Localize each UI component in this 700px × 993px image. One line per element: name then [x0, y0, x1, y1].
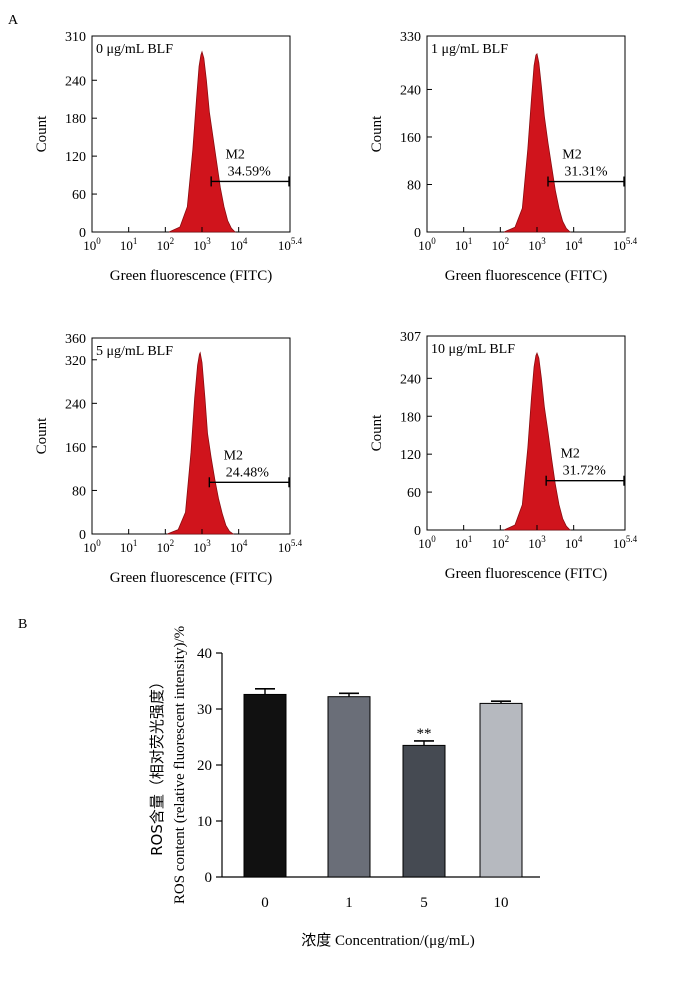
panel-title: 10 μg/mL BLF — [431, 342, 515, 357]
y-tick-label: 307 — [400, 330, 421, 345]
y-tick-label: 60 — [72, 188, 86, 203]
y-tick-label: 180 — [400, 410, 421, 425]
y-tick-label: 120 — [400, 448, 421, 463]
x-tick-label: 104 — [565, 534, 583, 551]
gate-name: M2 — [560, 447, 579, 462]
y-tick-label: 360 — [65, 332, 86, 347]
y-axis-label: Count — [369, 115, 385, 153]
x-tick-label: 103 — [193, 538, 211, 555]
panel-label-b: B — [18, 617, 27, 632]
histogram-2: 0 80 160 240 320 360 100 101 102 103 104 105.4 5 μg/… — [34, 332, 303, 586]
y-axis-label-en: ROS content (relative fluorescent intens… — [172, 626, 188, 904]
y-tick-label: 20 — [197, 758, 212, 774]
histogram-panels: 0 60 120 180 240 310 100 101 102 103 104 105.4 0 μg/… — [34, 30, 638, 586]
x-tick-label: 103 — [528, 534, 546, 551]
x-tick-label: 101 — [455, 534, 473, 551]
x-tick-label: 100 — [83, 538, 101, 555]
x-axis-label: Green fluorescence (FITC) — [445, 268, 607, 284]
histogram-area — [168, 50, 236, 233]
y-tick-label: 160 — [400, 131, 421, 146]
x-tick-label: 10 — [494, 895, 509, 911]
x-tick-label: 101 — [120, 236, 138, 253]
x-tick-label: 100 — [83, 236, 101, 253]
y-axis-label: Count — [369, 414, 385, 452]
x-tick-label: 104 — [230, 236, 248, 253]
x-tick-label: 105.4 — [278, 236, 303, 253]
x-axis-label: Green fluorescence (FITC) — [110, 268, 272, 284]
y-tick-label: 0 — [414, 524, 421, 539]
y-tick-label: 0 — [414, 226, 421, 241]
x-tick-label: 0 — [261, 895, 269, 911]
bar-0 — [243, 693, 287, 878]
y-tick-label: 240 — [400, 83, 421, 98]
x-tick-label: 103 — [193, 236, 211, 253]
histogram-area — [503, 52, 571, 233]
y-axis-label: Count — [34, 115, 50, 153]
panel-title: 1 μg/mL BLF — [431, 42, 508, 57]
x-tick-label: 105.4 — [613, 236, 638, 253]
x-tick-label: 101 — [120, 538, 138, 555]
y-tick-label: 80 — [72, 484, 86, 499]
gate-percent: 24.48% — [226, 465, 270, 480]
y-tick-label: 60 — [407, 486, 421, 501]
x-tick-label: 102 — [157, 538, 175, 555]
bar-10 — [479, 702, 523, 878]
x-tick-label: 105.4 — [278, 538, 303, 555]
y-tick-label: 0 — [79, 226, 86, 241]
histogram-0: 0 60 120 180 240 310 100 101 102 103 104 105.4 0 μg/… — [34, 30, 303, 284]
y-axis-label-cn: ROS含量（相对荧光强度） — [148, 674, 166, 856]
gate-name: M2 — [224, 448, 243, 463]
histogram-3: 0 60 120 180 240 307 100 101 102 103 104 105.4 10 μg… — [369, 330, 638, 582]
y-tick-label: 330 — [400, 30, 421, 45]
bar-5 — [402, 744, 446, 878]
x-tick-label: 105.4 — [613, 534, 638, 551]
panel-title: 0 μg/mL BLF — [96, 42, 173, 57]
y-tick-label: 310 — [65, 30, 86, 45]
x-tick-label: 102 — [157, 236, 175, 253]
panel-label-a: A — [8, 13, 19, 28]
x-axis-label: Green fluorescence (FITC) — [445, 566, 607, 582]
x-axis-label: Green fluorescence (FITC) — [110, 570, 272, 586]
x-tick-label: 1 — [345, 895, 353, 911]
gate-percent: 31.72% — [563, 464, 607, 479]
significance-mark: ** — [417, 726, 432, 742]
histogram-area — [167, 351, 235, 535]
x-tick-label: 102 — [492, 534, 510, 551]
y-tick-label: 120 — [65, 150, 86, 165]
histogram-1: 0 80 160 240 330 100 101 102 103 104 105.4 1 μg/mL … — [369, 30, 638, 284]
y-tick-label: 40 — [197, 646, 212, 662]
panel-title: 5 μg/mL BLF — [96, 344, 173, 359]
x-tick-label: 104 — [565, 236, 583, 253]
y-tick-label: 10 — [197, 814, 212, 830]
x-tick-label: 100 — [418, 534, 436, 551]
y-tick-label: 80 — [407, 178, 421, 193]
gate-percent: 34.59% — [228, 164, 272, 179]
bar-1 — [327, 696, 371, 878]
y-tick-label: 240 — [400, 372, 421, 387]
x-tick-label: 100 — [418, 236, 436, 253]
y-tick-label: 320 — [65, 354, 86, 369]
y-tick-label: 0 — [79, 528, 86, 543]
x-tick-label: 104 — [230, 538, 248, 555]
x-tick-label: 5 — [420, 895, 428, 911]
y-tick-label: 240 — [65, 74, 86, 89]
y-tick-label: 30 — [197, 702, 212, 718]
y-tick-label: 160 — [65, 441, 86, 456]
gate-name: M2 — [225, 147, 244, 162]
x-axis-label: 浓度 Concentration/(μg/mL) — [301, 932, 474, 949]
y-tick-label: 180 — [65, 112, 86, 127]
bar-chart-panel: 0 10 20 30 40 0 1 5 ** 10 浓度 Concentration/(μg/mL)… — [148, 626, 540, 949]
y-tick-label: 0 — [205, 870, 213, 886]
x-tick-label: 101 — [455, 236, 473, 253]
gate-percent: 31.31% — [564, 165, 608, 180]
x-tick-label: 102 — [492, 236, 510, 253]
y-tick-label: 240 — [65, 397, 86, 412]
gate-name: M2 — [562, 148, 581, 163]
y-axis-label: Count — [34, 417, 50, 455]
x-tick-label: 103 — [528, 236, 546, 253]
histogram-area — [503, 351, 571, 531]
